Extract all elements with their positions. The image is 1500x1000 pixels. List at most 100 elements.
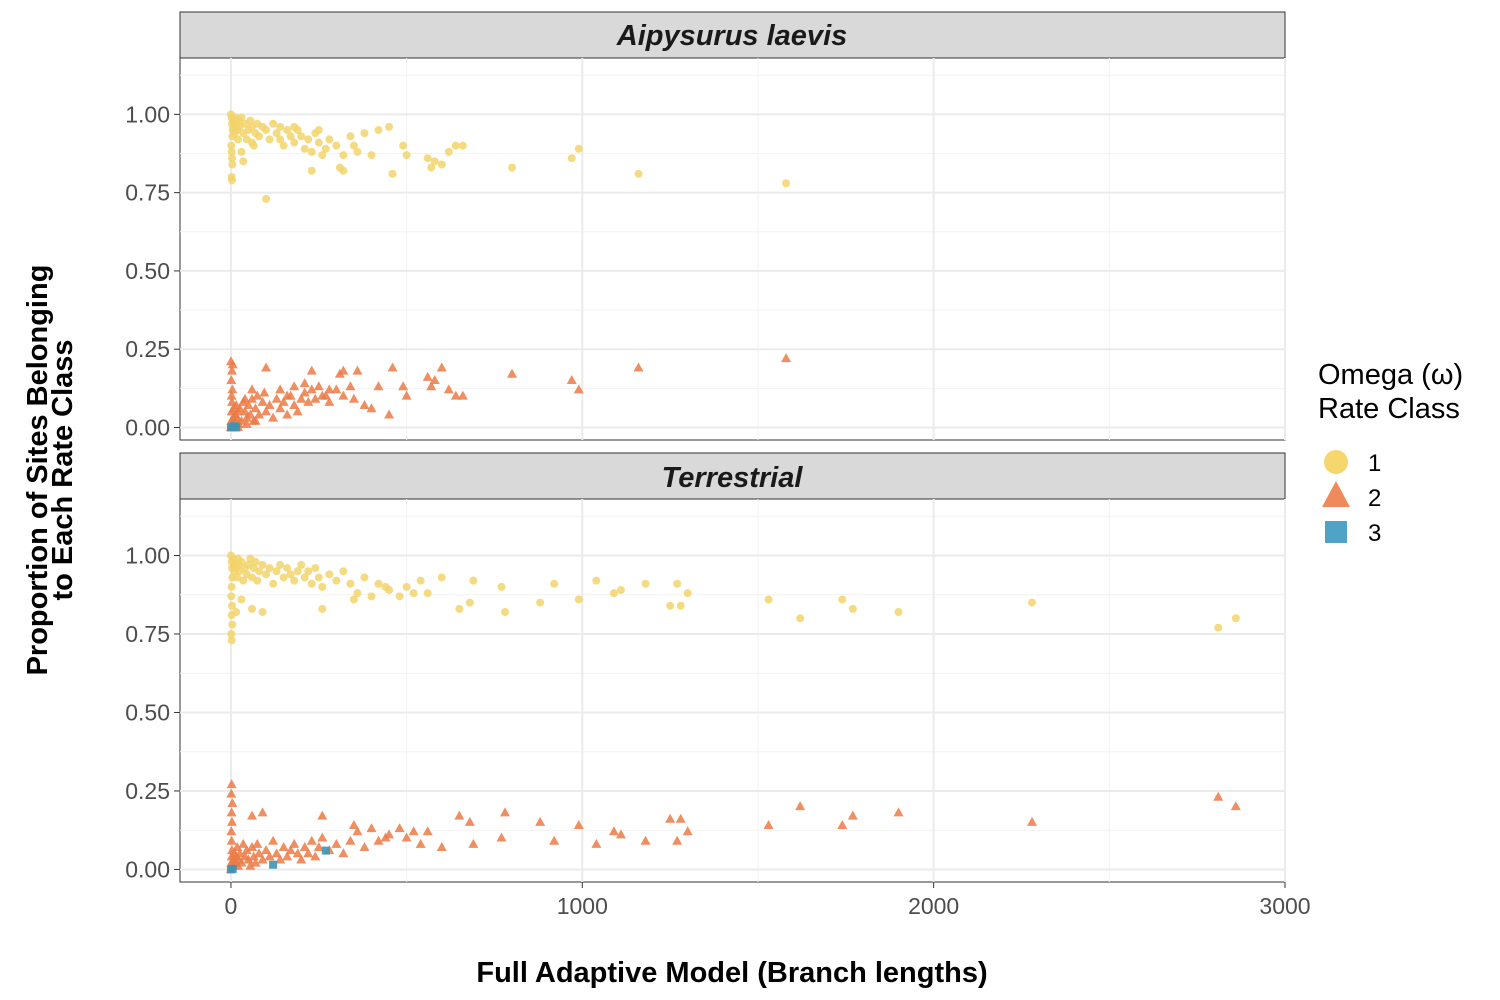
point-class-2 xyxy=(415,838,426,848)
point-class-2 xyxy=(847,810,858,820)
point-class-2 xyxy=(289,381,300,391)
point-class-1 xyxy=(536,598,545,607)
point-class-1 xyxy=(228,160,237,169)
point-class-2 xyxy=(394,823,405,833)
point-class-2 xyxy=(359,400,370,410)
point-class-1 xyxy=(307,147,316,156)
plot-area-top xyxy=(179,57,1286,441)
point-class-2 xyxy=(837,819,848,829)
point-class-1 xyxy=(300,144,309,153)
point-class-2 xyxy=(535,816,546,826)
point-class-2 xyxy=(250,403,261,413)
y-tick-label: 0.00 xyxy=(125,414,170,440)
point-class-1 xyxy=(311,564,320,573)
point-class-1 xyxy=(300,573,309,582)
x-tick-label: 3000 xyxy=(1259,893,1310,919)
point-class-2 xyxy=(278,396,289,406)
x-tick-label: 2000 xyxy=(908,893,959,919)
point-class-1 xyxy=(367,151,376,160)
point-class-1 xyxy=(353,589,362,598)
point-class-2 xyxy=(238,838,249,848)
point-class-1 xyxy=(430,157,439,166)
point-class-1 xyxy=(567,154,576,163)
point-class-2 xyxy=(240,406,250,416)
point-class-1 xyxy=(374,126,383,135)
point-class-1 xyxy=(360,129,369,138)
point-class-2 xyxy=(227,384,238,394)
point-class-2 xyxy=(234,403,245,413)
point-class-1 xyxy=(385,122,394,131)
point-class-2 xyxy=(247,841,258,851)
point-class-1 xyxy=(666,601,675,610)
point-class-1 xyxy=(508,163,517,172)
point-class-1 xyxy=(304,567,313,576)
point-class-1 xyxy=(894,608,903,617)
point-class-3 xyxy=(321,846,330,855)
point-class-2 xyxy=(450,390,461,400)
point-class-1 xyxy=(255,567,264,576)
point-class-1 xyxy=(248,604,257,613)
point-class-1 xyxy=(683,589,692,598)
point-class-2 xyxy=(496,832,507,842)
point-class-1 xyxy=(227,629,236,638)
point-class-2 xyxy=(310,851,321,861)
point-class-2 xyxy=(247,384,258,394)
points-bottom xyxy=(225,551,1241,874)
y-tick-label: 0.00 xyxy=(125,856,170,882)
point-class-1 xyxy=(318,151,327,160)
point-class-2 xyxy=(387,362,398,372)
point-class-2 xyxy=(781,353,792,363)
point-class-2 xyxy=(282,409,293,419)
point-class-1 xyxy=(455,604,464,613)
point-class-2 xyxy=(331,838,342,848)
point-class-1 xyxy=(248,138,257,147)
y-axis-title-line-1: Proportion of Sites Belonging xyxy=(22,265,54,676)
point-class-1 xyxy=(641,579,650,588)
point-class-1 xyxy=(227,592,236,601)
point-class-2 xyxy=(282,851,293,861)
legend-label-1: 1 xyxy=(1368,450,1381,477)
point-class-1 xyxy=(437,573,446,582)
x-tick-label: 1000 xyxy=(557,893,608,919)
y-tick-label: 0.25 xyxy=(125,336,170,362)
point-class-2 xyxy=(243,400,254,410)
point-class-1 xyxy=(286,132,295,141)
point-class-2 xyxy=(408,826,419,836)
point-class-2 xyxy=(271,848,282,858)
y-tick-label: 0.75 xyxy=(125,180,170,206)
point-class-1 xyxy=(325,570,334,579)
point-class-2 xyxy=(252,390,263,400)
point-class-1 xyxy=(307,579,316,588)
point-class-2 xyxy=(345,835,356,845)
legend: Omega (ω) Rate Class 1 2 3 xyxy=(1318,359,1463,547)
point-class-2 xyxy=(507,368,518,378)
point-class-2 xyxy=(313,381,324,391)
point-class-1 xyxy=(550,579,559,588)
point-class-2 xyxy=(306,835,317,845)
point-class-1 xyxy=(339,567,348,576)
point-class-2 xyxy=(324,384,335,394)
point-class-2 xyxy=(338,365,349,375)
point-class-2 xyxy=(682,826,693,836)
point-class-2 xyxy=(292,848,303,858)
point-class-1 xyxy=(1214,623,1223,632)
point-class-2 xyxy=(795,801,806,811)
point-class-1 xyxy=(465,598,474,607)
strip-top-background xyxy=(179,11,1286,59)
point-class-2 xyxy=(268,835,279,845)
point-class-1 xyxy=(258,560,267,569)
point-class-2 xyxy=(278,841,289,851)
point-class-2 xyxy=(1230,801,1241,811)
point-class-1 xyxy=(423,154,432,163)
point-class-1 xyxy=(353,147,362,156)
point-class-1 xyxy=(321,144,330,153)
point-class-2 xyxy=(457,390,468,400)
y-axis-title: Proportion of Sites Belonging to Each Ra… xyxy=(22,265,79,676)
point-class-2 xyxy=(348,393,359,403)
point-class-2 xyxy=(303,396,314,406)
point-class-1 xyxy=(237,595,246,604)
legend-entry-2: 2 xyxy=(1322,481,1381,512)
point-class-2 xyxy=(275,854,286,864)
point-class-1 xyxy=(848,604,857,613)
point-class-1 xyxy=(269,579,278,588)
